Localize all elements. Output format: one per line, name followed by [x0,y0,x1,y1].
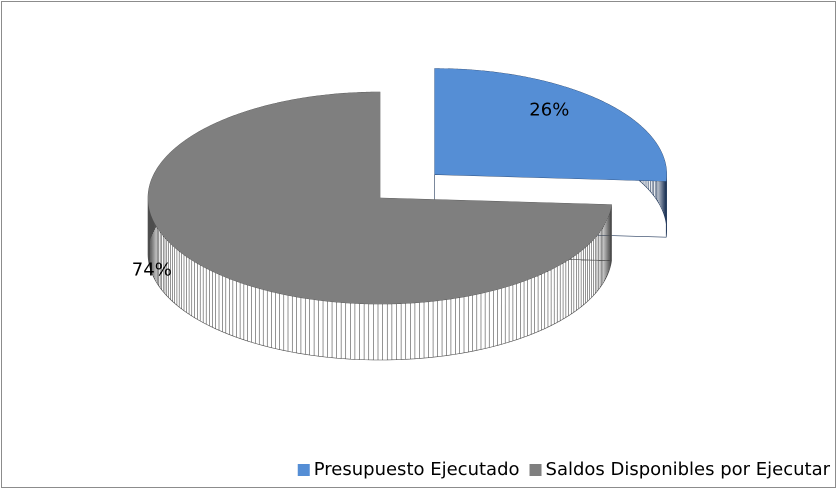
slice [434,68,667,182]
legend-label: Presupuesto Ejecutado [314,459,520,480]
legend-swatch [297,464,310,476]
legend-label: Saldos Disponibles por Ejecutar [546,459,831,480]
legend-swatch [529,464,542,476]
slice [148,92,612,304]
data-label: 26% [529,100,569,121]
data-label: 74% [132,260,172,281]
